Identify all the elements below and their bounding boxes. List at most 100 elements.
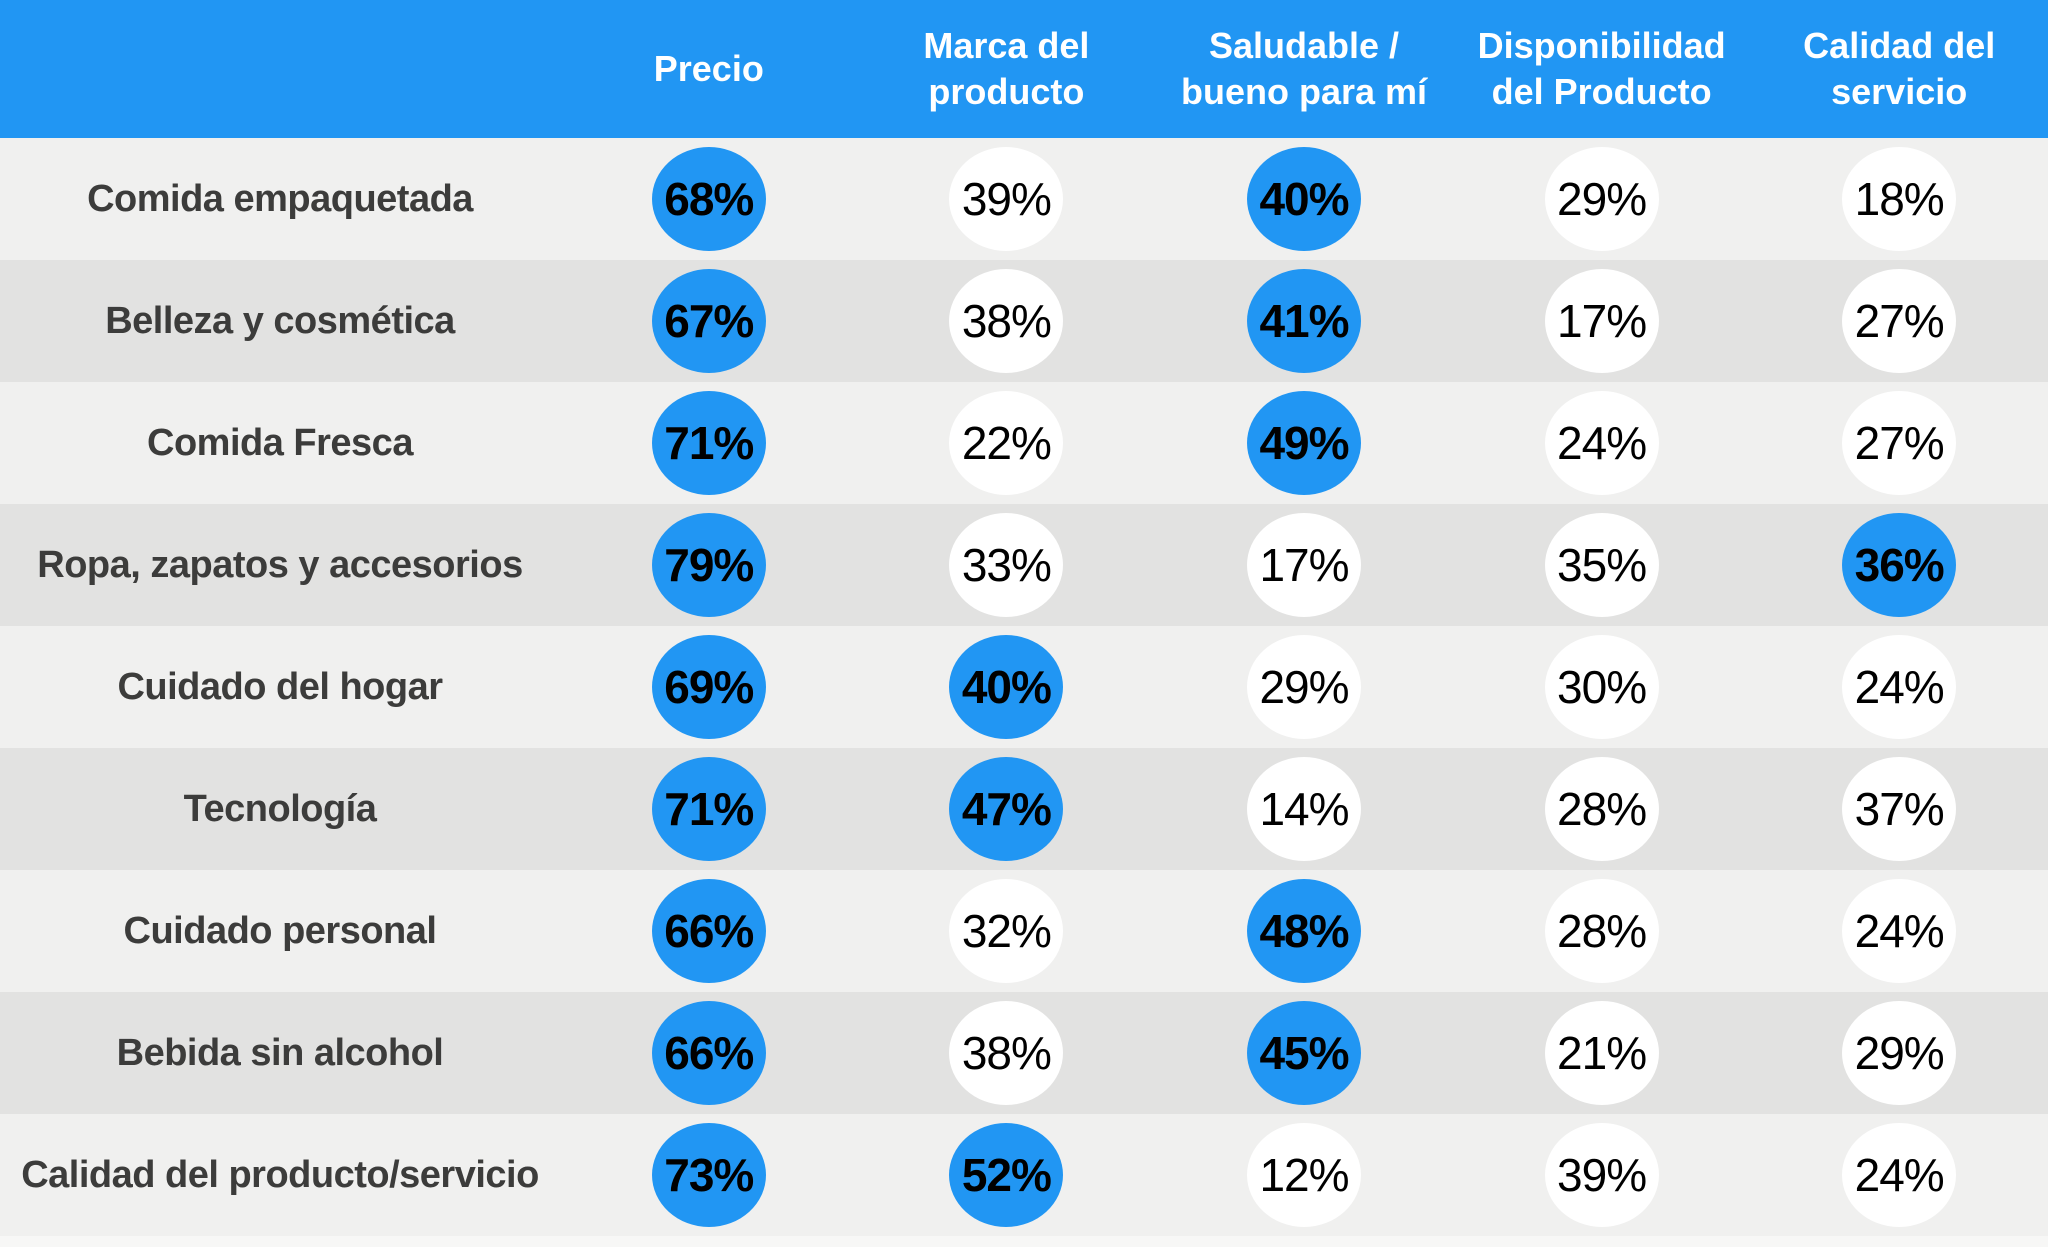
value-cell: 67% xyxy=(560,260,858,382)
value-bubble: 14% xyxy=(1246,757,1361,861)
column-header-marca: Marca del producto xyxy=(923,24,1090,112)
value-bubble: 68% xyxy=(651,147,766,251)
value-bubble: 18% xyxy=(1842,147,1957,251)
value-cell: 69% xyxy=(560,626,858,748)
table-row: Comida empaquetada 68% 39% 40% 29% 18% xyxy=(0,138,2048,260)
value-cell: 32% xyxy=(858,870,1156,992)
value-bubble: 24% xyxy=(1842,635,1957,739)
value-cell: 29% xyxy=(1155,626,1453,748)
value-bubble: 40% xyxy=(949,635,1064,739)
value-bubble: 39% xyxy=(949,147,1064,251)
value-cell: 40% xyxy=(1155,138,1453,260)
value-text: 38% xyxy=(961,1027,1052,1079)
value-text: 27% xyxy=(1854,417,1945,469)
value-bubble: 24% xyxy=(1842,1123,1957,1227)
column-header-saludable: Saludable / bueno para mí xyxy=(1180,24,1428,112)
value-cell: 28% xyxy=(1453,870,1751,992)
value-text: 71% xyxy=(664,783,754,835)
value-bubble: 39% xyxy=(1544,1123,1659,1227)
value-bubble: 52% xyxy=(949,1123,1064,1227)
value-text: 39% xyxy=(961,173,1052,225)
value-text: 66% xyxy=(664,1027,754,1079)
table-row: Comida Fresca 71% 22% 49% 24% 27% xyxy=(0,382,2048,504)
value-text: 52% xyxy=(961,1149,1052,1201)
value-text: 37% xyxy=(1854,783,1945,835)
value-bubble: 22% xyxy=(949,391,1064,495)
row-label: Cuidado personal xyxy=(123,909,437,952)
value-text: 24% xyxy=(1854,661,1945,713)
value-text: 40% xyxy=(1259,173,1349,225)
value-text: 22% xyxy=(961,417,1052,469)
value-cell: 17% xyxy=(1155,504,1453,626)
row-label-cell: Cuidado del hogar xyxy=(0,626,560,748)
value-bubble: 38% xyxy=(949,1001,1064,1105)
value-text: 29% xyxy=(1557,173,1647,225)
value-text: 38% xyxy=(961,295,1052,347)
value-bubble: 17% xyxy=(1544,269,1659,373)
value-text: 45% xyxy=(1259,1027,1349,1079)
value-cell: 73% xyxy=(560,1114,858,1236)
value-bubble: 27% xyxy=(1842,269,1957,373)
value-cell: 45% xyxy=(1155,992,1453,1114)
value-bubble: 29% xyxy=(1544,147,1659,251)
value-bubble: 69% xyxy=(651,635,766,739)
row-label: Cuidado del hogar xyxy=(117,665,443,708)
value-text: 12% xyxy=(1259,1149,1349,1201)
value-cell: 12% xyxy=(1155,1114,1453,1236)
value-cell: 49% xyxy=(1155,382,1453,504)
value-text: 27% xyxy=(1854,295,1945,347)
value-cell: 39% xyxy=(1453,1114,1751,1236)
row-label-cell: Tecnología xyxy=(0,748,560,870)
value-cell: 24% xyxy=(1750,1114,2048,1236)
value-cell: 30% xyxy=(1453,626,1751,748)
value-bubble: 71% xyxy=(651,757,766,861)
value-text: 32% xyxy=(961,905,1052,957)
bottom-strip xyxy=(0,1236,2048,1247)
value-cell: 21% xyxy=(1453,992,1751,1114)
row-label-cell: Ropa, zapatos y accesorios xyxy=(0,504,560,626)
value-cell: 24% xyxy=(1453,382,1751,504)
value-cell: 35% xyxy=(1453,504,1751,626)
value-cell: 27% xyxy=(1750,382,2048,504)
value-text: 24% xyxy=(1557,417,1647,469)
value-text: 47% xyxy=(961,783,1052,835)
table-row: Calidad del producto/servicio 73% 52% 12… xyxy=(0,1114,2048,1236)
value-bubble: 48% xyxy=(1246,879,1361,983)
value-text: 24% xyxy=(1854,905,1945,957)
value-cell: 71% xyxy=(560,748,858,870)
value-bubble: 66% xyxy=(651,879,766,983)
value-bubble: 45% xyxy=(1246,1001,1361,1105)
value-text: 40% xyxy=(961,661,1052,713)
value-cell: 41% xyxy=(1155,260,1453,382)
value-text: 71% xyxy=(664,417,754,469)
value-text: 28% xyxy=(1557,783,1647,835)
value-bubble: 29% xyxy=(1842,1001,1957,1105)
value-cell: 24% xyxy=(1750,626,2048,748)
value-cell: 48% xyxy=(1155,870,1453,992)
value-text: 29% xyxy=(1259,661,1349,713)
value-bubble: 29% xyxy=(1246,635,1361,739)
value-text: 68% xyxy=(664,173,754,225)
table-row: Ropa, zapatos y accesorios 79% 33% 17% 3… xyxy=(0,504,2048,626)
value-text: 17% xyxy=(1557,295,1647,347)
table-header: Precio Marca del producto Saludable / bu… xyxy=(0,0,2048,138)
value-cell: 29% xyxy=(1453,138,1751,260)
value-bubble: 73% xyxy=(651,1123,766,1227)
value-text: 24% xyxy=(1854,1149,1945,1201)
value-bubble: 41% xyxy=(1246,269,1361,373)
value-bubble: 40% xyxy=(1246,147,1361,251)
value-cell: 36% xyxy=(1750,504,2048,626)
row-label: Ropa, zapatos y accesorios xyxy=(37,543,523,586)
row-label: Bebida sin alcohol xyxy=(116,1031,444,1074)
row-label: Calidad del producto/servicio xyxy=(21,1153,539,1196)
value-bubble: 21% xyxy=(1544,1001,1659,1105)
value-text: 41% xyxy=(1259,295,1349,347)
row-label-cell: Comida Fresca xyxy=(0,382,560,504)
value-bubble: 38% xyxy=(949,269,1064,373)
value-bubble: 79% xyxy=(651,513,766,617)
value-bubble: 28% xyxy=(1544,879,1659,983)
value-cell: 38% xyxy=(858,992,1156,1114)
value-text: 69% xyxy=(664,661,754,713)
value-bubble: 33% xyxy=(949,513,1064,617)
